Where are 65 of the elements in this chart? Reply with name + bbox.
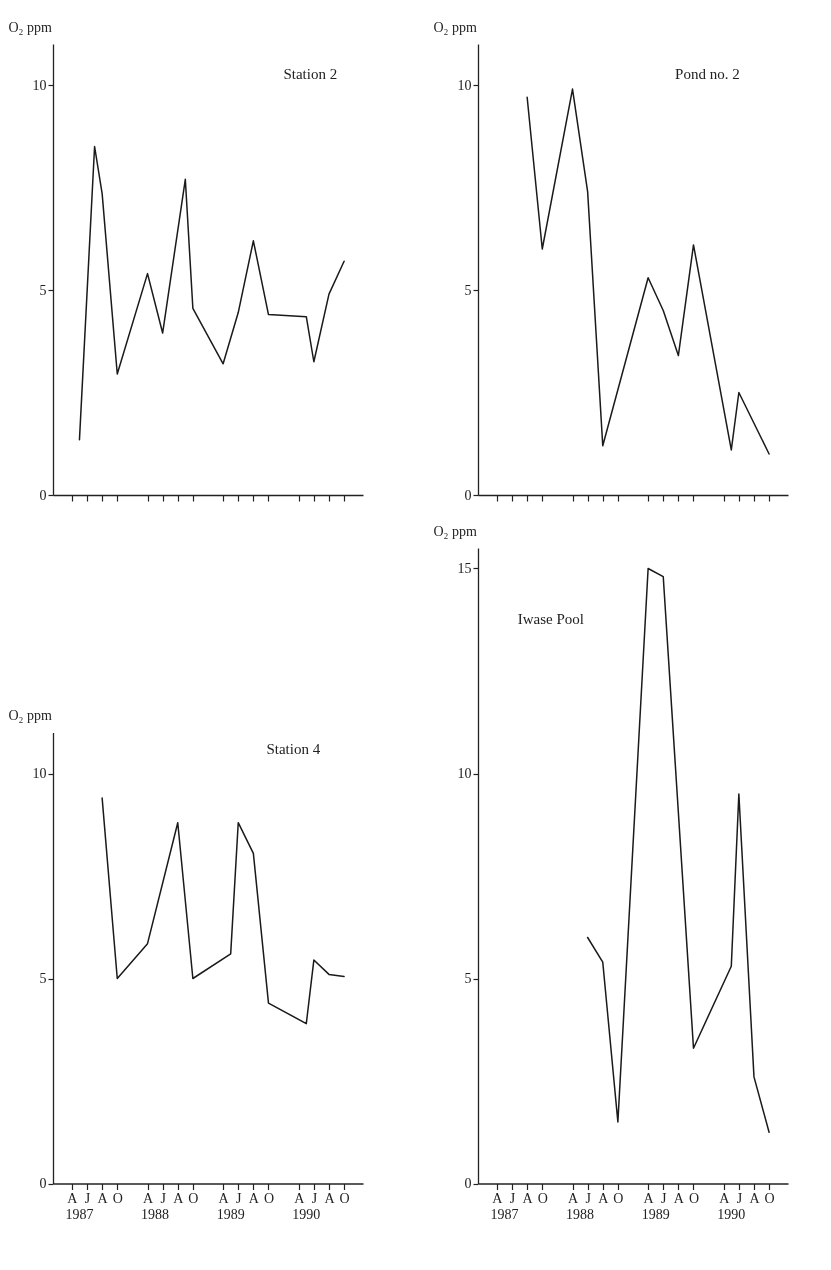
x-tick-label: O: [339, 1191, 350, 1206]
x-tick-label: J: [509, 1191, 516, 1206]
x-tick-label: A: [67, 1191, 79, 1206]
y-axis-title: O₂ ppm: [8, 19, 52, 35]
y-tick-label: 10: [457, 77, 472, 93]
x-tick-label: A: [97, 1191, 109, 1206]
text: 1989: [641, 1206, 670, 1222]
x-tick-label: O: [537, 1191, 548, 1206]
text: Station 4: [266, 741, 321, 758]
x-tick-label: J: [160, 1191, 167, 1206]
x-tick-label: J: [661, 1191, 668, 1206]
y-tick-label: 5: [39, 971, 47, 986]
y-axis-title: O₂ ppm: [433, 19, 477, 35]
text: 1988: [141, 1206, 170, 1222]
y-tick-label: 0: [464, 487, 472, 503]
line-series: [101, 797, 345, 1025]
text: Pond no. 2: [675, 65, 740, 82]
x-tick-label: A: [324, 1191, 336, 1206]
text: Iwase Pool: [517, 610, 584, 627]
y-axis-title: O₂ ppm: [433, 523, 477, 539]
text: 1989: [216, 1206, 245, 1222]
x-tick-label: A: [142, 1191, 154, 1206]
x-tick-label: O: [263, 1191, 275, 1206]
text: 1990: [292, 1206, 321, 1222]
line-series: [78, 145, 345, 441]
x-tick-label: A: [567, 1191, 579, 1206]
y-tick-label: 0: [39, 487, 47, 503]
x-tick-label: J: [736, 1191, 743, 1206]
y-tick-label: 10: [457, 766, 472, 781]
x-tick-label: J: [311, 1191, 318, 1206]
y-tick-label: 0: [464, 1176, 472, 1191]
x-tick-label: O: [112, 1191, 123, 1206]
x-tick-label: A: [173, 1191, 185, 1206]
x-tick-label: A: [522, 1191, 534, 1206]
x-tick-label: O: [764, 1191, 775, 1206]
x-tick-label: A: [643, 1191, 655, 1206]
x-tick-label: A: [248, 1191, 260, 1206]
y-tick-label: 5: [464, 971, 472, 986]
x-tick-label: J: [236, 1191, 243, 1206]
text: 1990: [717, 1206, 746, 1222]
x-tick-label: O: [188, 1191, 199, 1206]
x-tick-label: A: [598, 1191, 610, 1206]
text: Station 2: [283, 65, 338, 82]
x-tick-label: A: [719, 1191, 731, 1206]
y-tick-label: 5: [464, 282, 472, 298]
x-tick-label: O: [613, 1191, 624, 1206]
x-tick-label: A: [749, 1191, 761, 1206]
text: 1987: [65, 1206, 94, 1222]
text: 1988: [566, 1206, 595, 1222]
y-tick-label: 0: [39, 1176, 47, 1191]
x-tick-label: A: [673, 1191, 685, 1206]
y-axis-title: O₂ ppm: [8, 708, 52, 723]
x-tick-label: A: [294, 1191, 306, 1206]
x-tick-label: J: [84, 1191, 91, 1206]
line-series: [586, 567, 770, 1133]
x-tick-label: A: [218, 1191, 230, 1206]
y-tick-label: 10: [32, 77, 47, 93]
x-tick-label: A: [492, 1191, 504, 1206]
x-tick-label: O: [688, 1191, 700, 1206]
y-tick-label: 15: [457, 561, 472, 576]
y-tick-label: 10: [32, 766, 47, 781]
y-tick-label: 5: [39, 282, 47, 298]
text: 1987: [490, 1206, 519, 1222]
x-tick-label: J: [585, 1191, 592, 1206]
line-series: [526, 88, 770, 455]
